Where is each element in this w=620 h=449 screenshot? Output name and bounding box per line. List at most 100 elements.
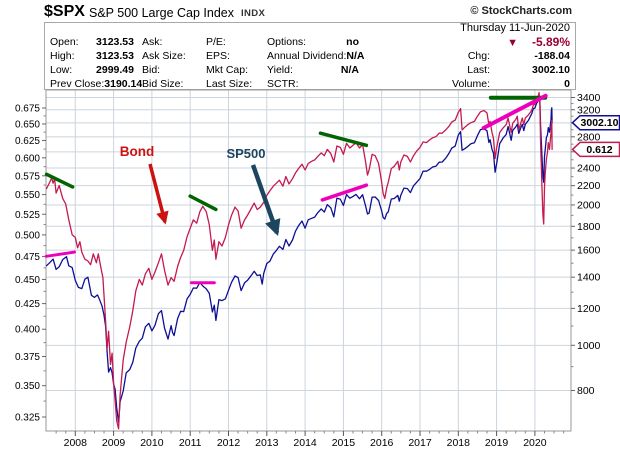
sp500-line	[45, 97, 553, 424]
sp500-label: SP500	[226, 146, 265, 161]
right-axis-tick-label: 2400	[577, 163, 601, 175]
x-axis-year-label: 2010	[140, 437, 164, 449]
right-axis-tick-label: 1400	[577, 272, 601, 284]
left-axis-tick-label: 0.525	[15, 210, 40, 221]
x-axis-year-label: 2015	[332, 437, 356, 449]
quote-label: Bid:	[142, 64, 161, 76]
left-axis-tick-label: 0.600	[15, 153, 40, 164]
green-trendline	[188, 194, 218, 212]
right-axis-tick-label: 1600	[577, 245, 601, 257]
quote-row: Open: 3123.53	[50, 35, 134, 49]
x-axis-year-label: 2009	[102, 437, 126, 449]
magenta-trendline	[320, 183, 369, 202]
quote-label: SCTR:	[267, 78, 299, 90]
quote-row: Low: 2999.49	[50, 63, 134, 77]
magenta-trendline	[44, 250, 77, 258]
quote-label: P/E:	[206, 36, 226, 48]
x-axis-year-label: 2018	[447, 437, 471, 449]
left-axis-tick-label: 0.500	[15, 230, 40, 241]
quote-value: 3002.10	[532, 64, 570, 76]
quote-right-row: Chg: -188.04	[390, 49, 570, 63]
left-axis-tick-label: 0.475	[15, 252, 40, 263]
x-axis-year-label: 2016	[370, 437, 394, 449]
quote-right-block: Thursday 11-Jun-2020 ▼ -5.89% Chg: -188.04…	[390, 21, 570, 91]
bond-arrow	[148, 163, 169, 225]
quote-row: Bid Size:	[142, 77, 202, 91]
left-axis-tick-label: 0.625	[15, 136, 40, 147]
quote-right-row: Volume: 0	[390, 77, 570, 91]
left-axis-tick-label: 0.550	[15, 190, 40, 201]
index-name: S&P 500 Large Cap Index	[89, 6, 235, 20]
quote-row: SCTR:	[267, 77, 359, 91]
ticker-symbol: $SPX	[44, 3, 85, 20]
callout-value: 3002.10	[581, 117, 619, 129]
bond-line	[45, 91, 553, 430]
left-axis-tick-label: 0.650	[15, 119, 40, 130]
left-axis-tick-label: 0.675	[15, 104, 40, 115]
left-axis-tick-label: 0.350	[15, 381, 40, 392]
quote-value: 2999.49	[96, 64, 134, 76]
x-axis-year-label: 2014	[293, 437, 317, 449]
quote-row: Annual Dividend: N/A	[267, 49, 364, 63]
right-axis-tick-label: 3200	[577, 104, 601, 116]
x-axis-year-label: 2011	[179, 437, 202, 449]
right-axis-tick-label: 1000	[577, 340, 601, 352]
quote-row: Bid:	[142, 63, 202, 77]
quote-label: Bid Size:	[142, 78, 184, 90]
quote-panel: Thursday 11-Jun-2020 ▼ -5.89% Chg: -188.04…	[44, 22, 576, 90]
copyright-text: © StockCharts.com	[470, 5, 572, 17]
quote-date: Thursday 11-Jun-2020	[460, 22, 570, 34]
quote-value: N/A	[340, 64, 359, 76]
quote-label: Mkt Cap:	[206, 64, 249, 76]
left-axis-tick-label: 0.450	[15, 275, 40, 286]
quote-label: Ask:	[142, 36, 163, 48]
quote-row: EPS:	[206, 49, 266, 63]
quote-label: Ask Size:	[142, 50, 186, 62]
green-trendline	[318, 131, 369, 148]
x-axis-year-label: 2013	[255, 437, 279, 449]
quote-label: EPS:	[206, 50, 230, 62]
quote-row: Yield: N/A	[267, 63, 359, 77]
quote-label: Open:	[50, 36, 79, 48]
quote-row: Prev Close: 3190.14	[50, 77, 142, 91]
right-axis-tick-label: 2000	[577, 199, 601, 211]
quote-row: Ask Size:	[142, 49, 202, 63]
quote-label: Last Size:	[206, 78, 253, 90]
left-axis-tick-label: 0.400	[15, 325, 40, 336]
quote-label: High:	[50, 50, 75, 62]
quote-label: Annual Dividend:	[267, 50, 347, 62]
quote-value: N/A	[346, 50, 365, 62]
callout-value: 0.612	[586, 144, 612, 156]
quote-label: Last:	[467, 64, 490, 76]
x-axis-year-label: 2008	[64, 437, 88, 449]
x-axis-year-label: 2017	[408, 437, 432, 449]
left-axis-tick-label: 0.375	[15, 352, 40, 363]
left-axis-tick-label: 0.425	[15, 299, 40, 310]
plot-border	[45, 89, 572, 432]
quote-value: 3190.14	[104, 78, 143, 90]
right-axis-tick-label: 1200	[577, 303, 601, 315]
quote-row: Ask:	[142, 35, 202, 49]
right-axis-tick-label: 800	[577, 385, 595, 397]
down-triangle-icon: ▼	[507, 37, 518, 49]
sp500-arrow	[250, 164, 281, 237]
quote-value: 3123.53	[96, 36, 134, 48]
percent-change-row: ▼ -5.89%	[390, 35, 570, 49]
x-axis-year-label: 2012	[217, 437, 241, 449]
quote-row: Mkt Cap:	[206, 63, 266, 77]
right-axis-tick-label: 2800	[577, 131, 601, 143]
quote-column-1: Ask: Ask Size: Bid: Bid Size:	[142, 35, 202, 91]
quote-row: Last Size:	[206, 77, 266, 91]
quote-value: 3123.53	[96, 50, 134, 62]
quote-value: no	[346, 36, 359, 48]
quote-value: 0	[564, 78, 570, 90]
quote-label: Prev Close:	[50, 78, 105, 90]
right-axis-tick-label: 3400	[577, 92, 601, 104]
quote-label: Chg:	[467, 50, 490, 62]
quote-column-2: P/E: EPS: Mkt Cap: Last Size:	[206, 35, 266, 91]
quote-right-row: Last: 3002.10	[390, 63, 570, 77]
quote-column-0: Open: 3123.53 High: 3123.53 Low: 2999.49 Prev …	[50, 35, 142, 91]
quote-label: Volume:	[452, 78, 490, 90]
